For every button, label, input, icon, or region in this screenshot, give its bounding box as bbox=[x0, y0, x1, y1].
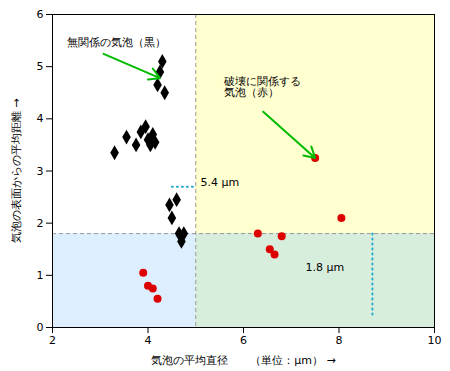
svg-text:破壊に関係する気泡（赤）: 破壊に関係する気泡（赤） bbox=[223, 75, 301, 99]
svg-text:5.4 μm: 5.4 μm bbox=[201, 176, 240, 189]
svg-text:気泡の平均直径 （単位：μm） →: 気泡の平均直径 （単位：μm） → bbox=[151, 354, 335, 367]
svg-text:4: 4 bbox=[37, 112, 44, 125]
svg-text:2: 2 bbox=[49, 334, 56, 347]
svg-text:無関係の気泡（黒）: 無関係の気泡（黒） bbox=[67, 36, 166, 49]
svg-text:4: 4 bbox=[145, 334, 152, 347]
svg-text:気泡の表面からの平均距離 →: 気泡の表面からの平均距離 → bbox=[10, 99, 23, 244]
svg-text:8: 8 bbox=[336, 334, 343, 347]
svg-text:5: 5 bbox=[37, 60, 44, 73]
svg-text:10: 10 bbox=[428, 334, 442, 347]
svg-text:1.8 μm: 1.8 μm bbox=[306, 261, 345, 274]
svg-text:6: 6 bbox=[37, 8, 44, 21]
svg-text:0: 0 bbox=[37, 321, 44, 334]
svg-text:1: 1 bbox=[37, 269, 44, 282]
svg-text:3: 3 bbox=[37, 165, 44, 178]
svg-text:6: 6 bbox=[240, 334, 247, 347]
svg-text:2: 2 bbox=[37, 217, 44, 230]
